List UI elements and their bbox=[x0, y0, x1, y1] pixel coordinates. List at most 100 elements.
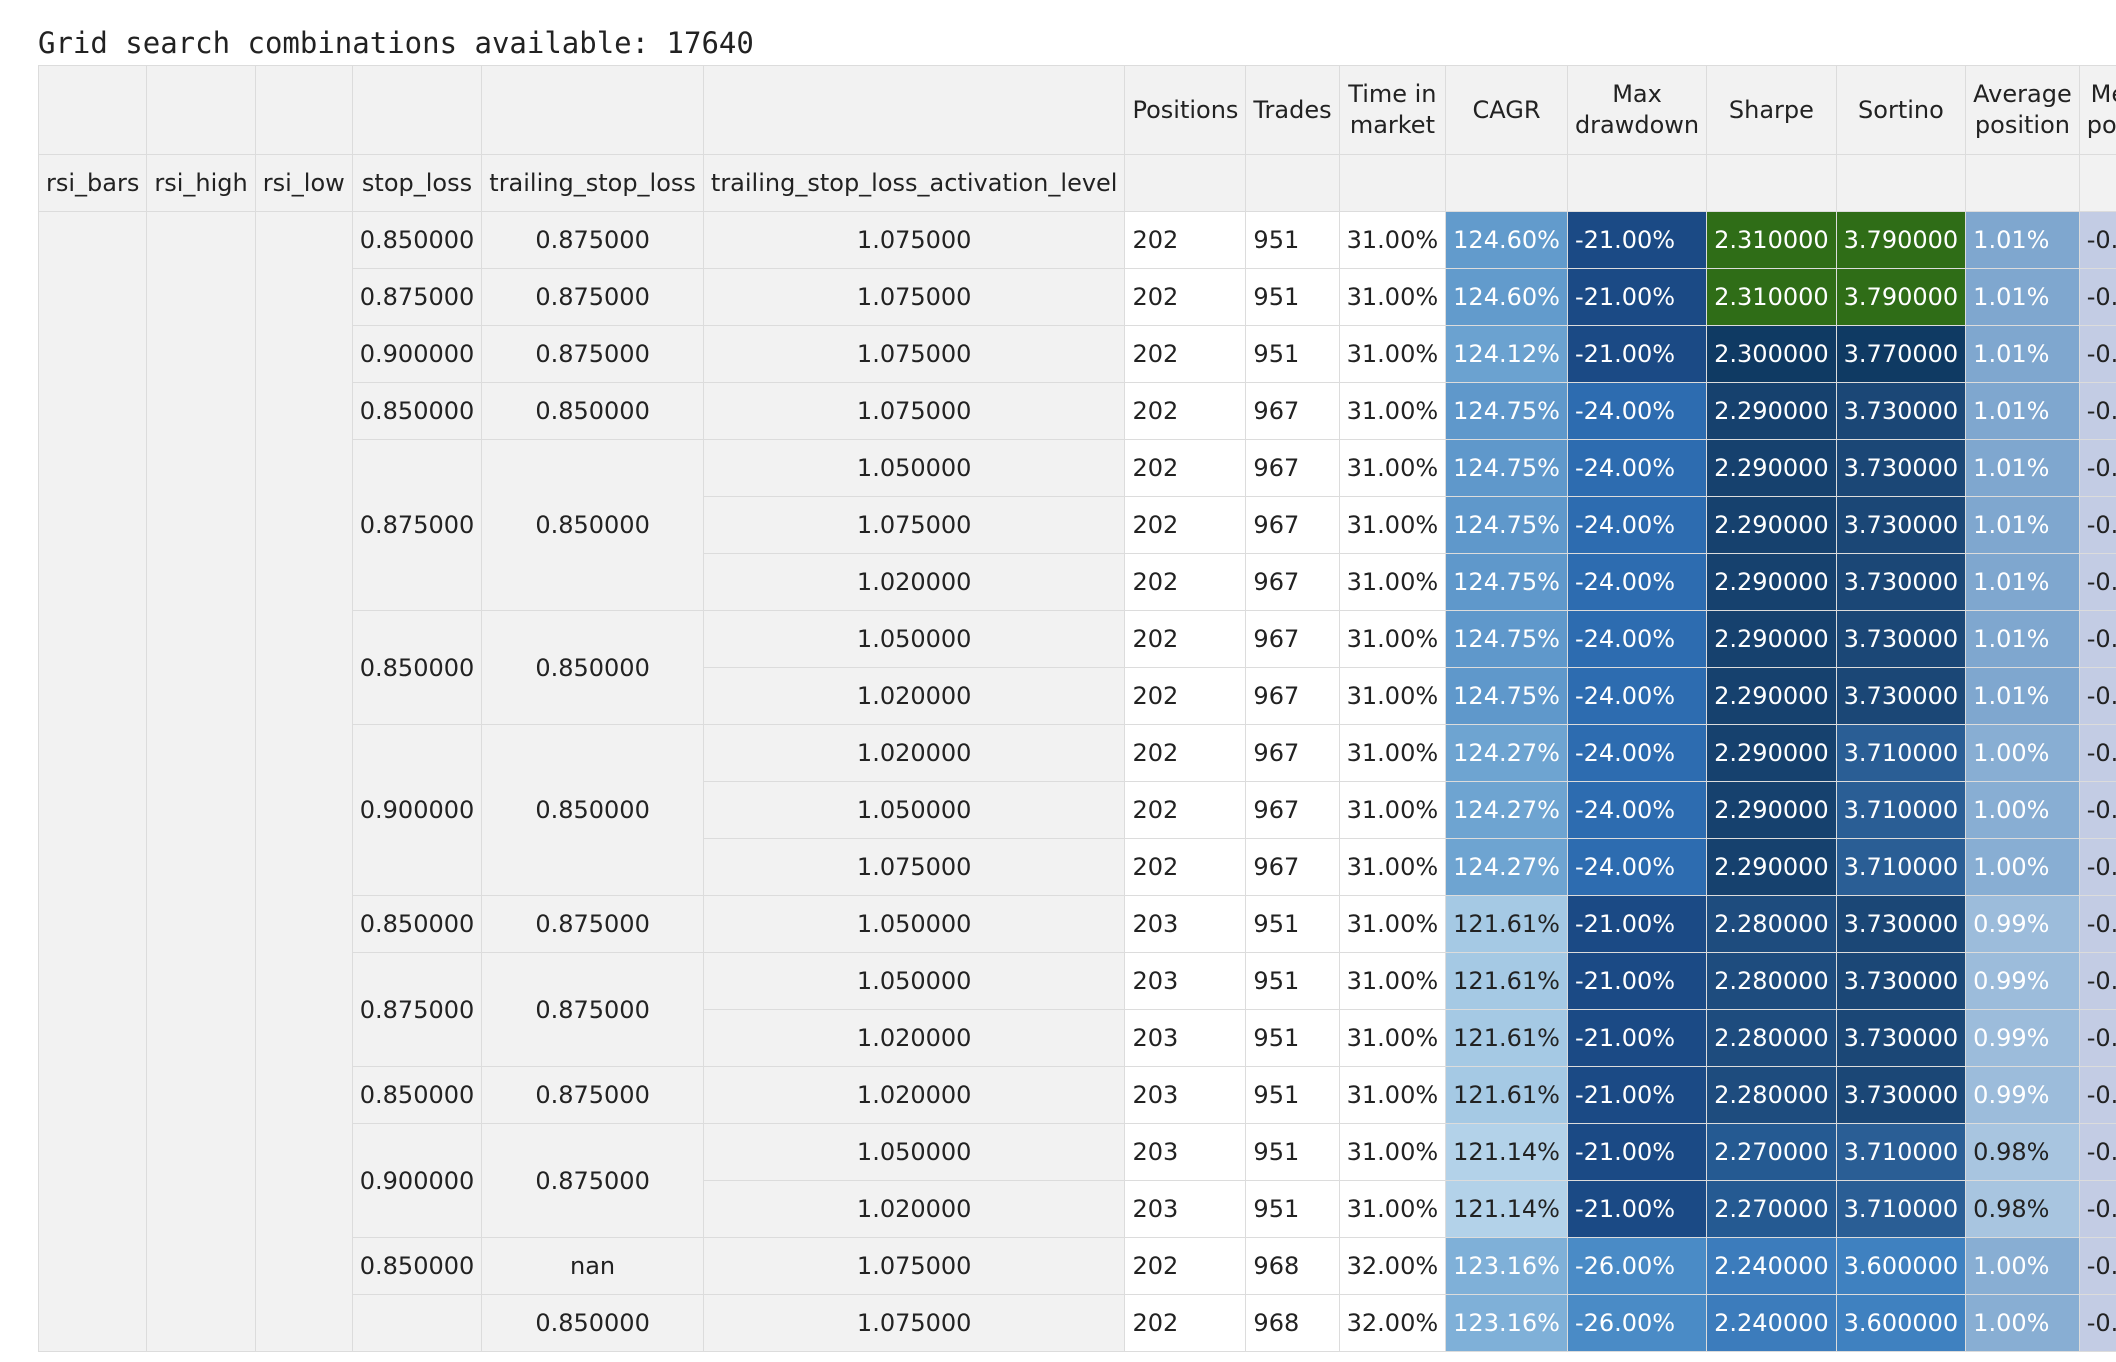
heat-cell: -0.85% bbox=[2078, 1009, 2116, 1067]
index-cell: 1.075000 bbox=[702, 325, 1126, 383]
header-cell bbox=[1835, 154, 1967, 212]
index-cell: 1.075000 bbox=[702, 268, 1126, 326]
header-cell bbox=[1566, 154, 1708, 212]
column-header: Positions bbox=[1124, 65, 1247, 155]
heat-cell: 3.730000 bbox=[1835, 667, 1967, 725]
heat-cell: 124.75% bbox=[1445, 553, 1568, 611]
value-cell: 202 bbox=[1124, 667, 1247, 725]
value-cell: 31.00% bbox=[1338, 268, 1447, 326]
value-cell: 951 bbox=[1245, 895, 1340, 953]
data-row: 0.850000 0.875000 1.075000 202 951 31.00% 124.… bbox=[37, 211, 2116, 1352]
data-row: 0.850000 0.850000 1.050000 202 967 31.00% 124.… bbox=[39, 610, 2116, 725]
value-cell: 951 bbox=[1245, 1123, 1340, 1181]
heat-cell: 1.01% bbox=[1965, 325, 2080, 383]
heat-cell: 121.61% bbox=[1445, 1066, 1568, 1124]
index-cell: 0.875000 bbox=[351, 952, 483, 1067]
heat-cell: 3.730000 bbox=[1835, 439, 1967, 497]
header-cell bbox=[1706, 154, 1837, 212]
data-row: 0.850000 0.875000 1.020000 203 951 31.00% 121.… bbox=[39, 1066, 2116, 1124]
data-row: 1.020000 203 951 31.00% 121.14% -21.00% 2.2700… bbox=[39, 1180, 2116, 1238]
heat-cell: 3.770000 bbox=[1835, 325, 1967, 383]
index-cell: 0.850000 bbox=[481, 610, 704, 725]
value-cell: 203 bbox=[1124, 895, 1247, 953]
heat-cell: 1.01% bbox=[1965, 268, 2080, 326]
heat-cell: 2.240000 bbox=[1706, 1294, 1837, 1352]
heat-cell: 124.12% bbox=[1445, 325, 1568, 383]
index-name: trailing_stop_loss bbox=[481, 154, 704, 212]
column-header: CAGR bbox=[1445, 65, 1568, 155]
value-cell: 31.00% bbox=[1338, 952, 1447, 1010]
value-cell: 203 bbox=[1124, 1066, 1247, 1124]
heat-cell: -0.85% bbox=[2078, 667, 2116, 725]
column-header: Trades bbox=[1245, 65, 1340, 155]
index-cell: 0.875000 bbox=[481, 1066, 704, 1124]
value-cell: 202 bbox=[1124, 553, 1247, 611]
heat-cell: 3.600000 bbox=[1835, 1237, 1967, 1295]
index-name: stop_loss bbox=[351, 154, 483, 212]
index-cell: 0.900000 bbox=[351, 724, 483, 896]
heat-cell: -0.85% bbox=[2078, 382, 2116, 440]
heat-cell: 1.01% bbox=[1965, 382, 2080, 440]
data-row: 1.050000 202 967 31.00% 124.27% -24.00% 2.2900… bbox=[39, 781, 2116, 839]
heat-cell: -24.00% bbox=[1566, 439, 1708, 497]
value-cell: 31.00% bbox=[1338, 1123, 1447, 1181]
index-cell: 0.900000 bbox=[351, 325, 483, 383]
heat-cell: -0.85% bbox=[2078, 781, 2116, 839]
header-cell bbox=[481, 65, 704, 155]
index-cell: 1.020000 bbox=[702, 1066, 1126, 1124]
heat-cell: 2.290000 bbox=[1706, 439, 1837, 497]
heat-cell: 1.00% bbox=[1965, 1237, 2080, 1295]
heat-cell: -21.00% bbox=[1566, 1066, 1708, 1124]
heat-cell: 124.75% bbox=[1445, 382, 1568, 440]
index-cell: 1.050000 bbox=[702, 952, 1126, 1010]
heat-cell: 2.280000 bbox=[1706, 895, 1837, 953]
data-row: 0.900000 0.850000 1.020000 202 967 31.00% 124.… bbox=[39, 724, 2116, 896]
data-row: 1.075000 202 967 31.00% 124.75% -24.00% 2.2900… bbox=[39, 496, 2116, 554]
heat-cell: 3.790000 bbox=[1835, 211, 1967, 269]
header-cell bbox=[37, 65, 148, 155]
value-cell: 203 bbox=[1124, 1180, 1247, 1238]
value-cell: 967 bbox=[1245, 724, 1340, 782]
value-cell: 951 bbox=[1245, 268, 1340, 326]
heat-cell: 1.01% bbox=[1965, 553, 2080, 611]
heat-cell: 0.99% bbox=[1965, 1066, 2080, 1124]
column-header: Sortino bbox=[1835, 65, 1967, 155]
heat-cell: 3.730000 bbox=[1835, 610, 1967, 668]
heat-cell: -24.00% bbox=[1566, 781, 1708, 839]
header-row: Positions Trades Time in market CAGR Max dra… bbox=[37, 65, 2116, 155]
heat-cell: 124.27% bbox=[1445, 838, 1568, 896]
heat-cell: -0.85% bbox=[2078, 1237, 2116, 1295]
heat-cell: 124.27% bbox=[1445, 724, 1568, 782]
value-cell: 32.00% bbox=[1338, 1237, 1447, 1295]
value-cell: 203 bbox=[1124, 1123, 1247, 1181]
value-cell: 967 bbox=[1245, 553, 1340, 611]
heat-cell: 1.00% bbox=[1965, 838, 2080, 896]
heat-cell: -21.00% bbox=[1566, 268, 1708, 326]
column-header: Max drawdown bbox=[1566, 65, 1708, 155]
header-cell bbox=[146, 65, 256, 155]
heat-cell: 121.61% bbox=[1445, 895, 1568, 953]
data-row: 0.850000 0.850000 1.075000 202 967 31.00% 124.… bbox=[39, 382, 2116, 440]
heat-cell: 2.280000 bbox=[1706, 952, 1837, 1010]
header-cell bbox=[1445, 154, 1568, 212]
heat-cell: -0.85% bbox=[2078, 553, 2116, 611]
value-cell: 31.00% bbox=[1338, 724, 1447, 782]
value-cell: 31.00% bbox=[1338, 553, 1447, 611]
results-table: Positions Trades Time in market CAGR Max dra… bbox=[37, 65, 2116, 1352]
heat-cell: 3.710000 bbox=[1835, 1123, 1967, 1181]
heat-cell: 2.280000 bbox=[1706, 1009, 1837, 1067]
heat-cell: 2.300000 bbox=[1706, 325, 1837, 383]
heat-cell: 0.98% bbox=[1965, 1123, 2080, 1181]
value-cell: 968 bbox=[1245, 1237, 1340, 1295]
heat-cell: -0.85% bbox=[2078, 895, 2116, 953]
index-cell: 1.050000 bbox=[702, 439, 1126, 497]
value-cell: 202 bbox=[1124, 1237, 1247, 1295]
index-cell: 1.075000 bbox=[702, 496, 1126, 554]
heat-cell: 3.710000 bbox=[1835, 1180, 1967, 1238]
heat-cell: -0.85% bbox=[2078, 838, 2116, 896]
heat-cell: -26.00% bbox=[1566, 1237, 1708, 1295]
heat-cell: 2.310000 bbox=[1706, 211, 1837, 269]
heat-cell: -24.00% bbox=[1566, 496, 1708, 554]
heat-cell: -24.00% bbox=[1566, 553, 1708, 611]
heat-cell: 3.730000 bbox=[1835, 1066, 1967, 1124]
